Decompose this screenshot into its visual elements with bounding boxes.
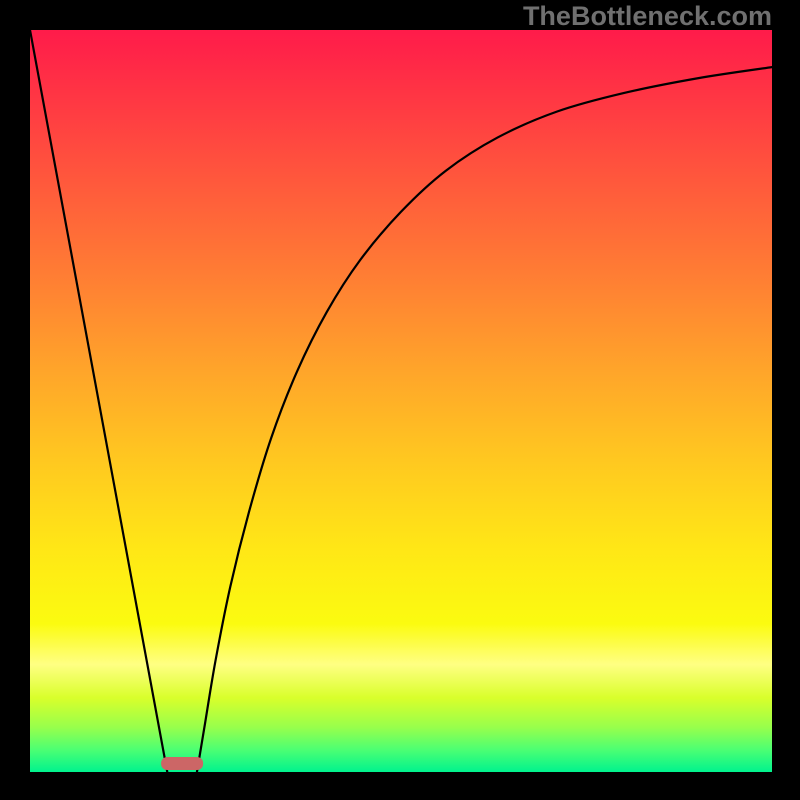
chart-container: TheBottleneck.com bbox=[0, 0, 800, 800]
curve-layer bbox=[30, 30, 772, 772]
descending-line bbox=[30, 30, 167, 772]
plot-area bbox=[30, 30, 772, 772]
ascending-curve bbox=[197, 67, 772, 772]
min-marker bbox=[161, 757, 203, 770]
watermark-text: TheBottleneck.com bbox=[523, 1, 772, 32]
